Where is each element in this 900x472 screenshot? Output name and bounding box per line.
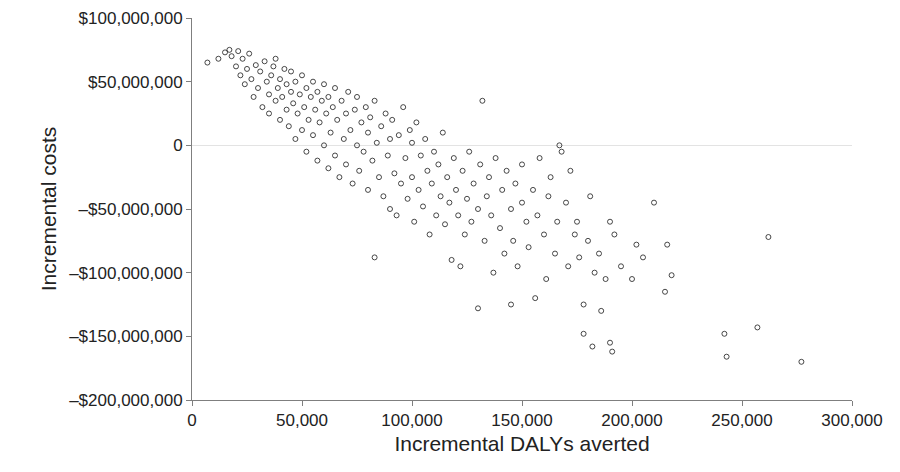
svg-text:100,000: 100,000 <box>381 411 442 430</box>
svg-text:150,000: 150,000 <box>491 411 552 430</box>
svg-text:250,000: 250,000 <box>711 411 772 430</box>
svg-text:300,000: 300,000 <box>821 411 882 430</box>
svg-text:–$200,000,000: –$200,000,000 <box>69 391 182 410</box>
svg-text:–$150,000,000: –$150,000,000 <box>69 327 182 346</box>
svg-text:$50,000,000: $50,000,000 <box>88 73 183 92</box>
svg-text:–$50,000,000: –$50,000,000 <box>79 200 183 219</box>
svg-text:Incremental DALYs averted: Incremental DALYs averted <box>394 432 649 455</box>
svg-text:50,000: 50,000 <box>276 411 328 430</box>
svg-text:200,000: 200,000 <box>601 411 662 430</box>
svg-text:Incremental costs: Incremental costs <box>37 127 60 292</box>
svg-text:0: 0 <box>173 136 182 155</box>
svg-text:–$100,000,000: –$100,000,000 <box>69 264 182 283</box>
svg-text:$100,000,000: $100,000,000 <box>79 9 183 28</box>
svg-text:0: 0 <box>187 411 196 430</box>
